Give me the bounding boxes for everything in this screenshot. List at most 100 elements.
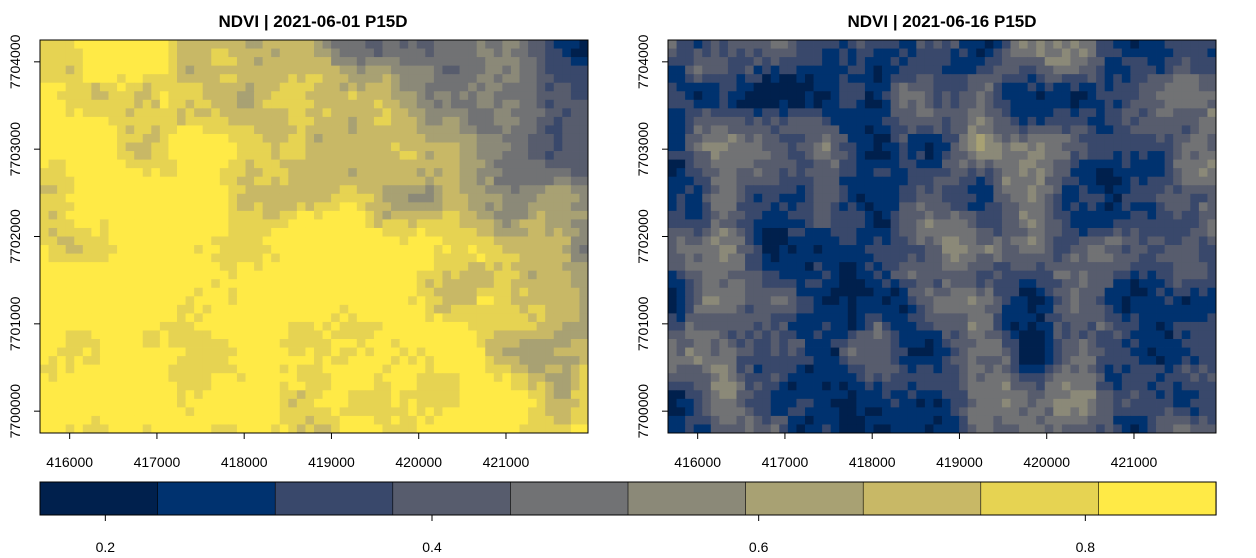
raster-cell [942, 159, 951, 169]
raster-cell [177, 296, 186, 306]
raster-cell [468, 125, 478, 135]
raster-cell [476, 125, 486, 135]
raster-cell [1019, 91, 1029, 101]
raster-cell [1070, 57, 1080, 67]
raster-cell [339, 364, 349, 374]
raster-cell [279, 202, 289, 212]
raster-cell [907, 168, 917, 178]
raster-cell [1164, 57, 1174, 67]
raster-cell [736, 142, 746, 152]
raster-cell [433, 202, 443, 212]
raster-cell [847, 91, 857, 101]
raster-cell [916, 133, 926, 143]
raster-cell [99, 108, 109, 118]
raster-cell [519, 424, 529, 434]
raster-cell [924, 210, 934, 220]
raster-cell [736, 65, 746, 75]
raster-cell [425, 321, 435, 331]
raster-cell [779, 159, 789, 169]
raster-cell [847, 176, 857, 186]
raster-cell [185, 373, 195, 383]
raster-cell [177, 142, 186, 152]
raster-cell [168, 339, 178, 348]
raster-cell [890, 296, 900, 306]
raster-cell [65, 219, 75, 229]
raster-cell [305, 108, 315, 118]
raster-cell [236, 236, 246, 246]
raster-cell [151, 125, 161, 135]
raster-cell [442, 313, 452, 323]
raster-cell [442, 373, 452, 383]
raster-cell [254, 424, 264, 434]
raster-cell [1207, 245, 1217, 254]
raster-cell [65, 108, 75, 118]
raster-cell [899, 125, 909, 135]
raster-cell [373, 339, 383, 348]
raster-cell [864, 176, 874, 186]
raster-cell [1198, 91, 1208, 101]
raster-cell [356, 407, 366, 417]
raster-cell [1036, 262, 1046, 272]
raster-cell [168, 262, 178, 272]
raster-cell [1096, 193, 1106, 203]
raster-cell [830, 219, 840, 229]
raster-cell [194, 74, 204, 84]
raster-cell [356, 193, 366, 203]
raster-cell [1181, 210, 1191, 220]
raster-cell [1130, 99, 1140, 109]
raster-cell [262, 125, 272, 135]
raster-cell [442, 210, 452, 220]
raster-cell [468, 227, 478, 237]
raster-cell [339, 330, 349, 340]
raster-cell [528, 424, 538, 434]
raster-cell [168, 313, 178, 323]
raster-cell [168, 159, 178, 169]
raster-cell [916, 99, 926, 109]
raster-cell [82, 176, 92, 186]
raster-cell [99, 347, 109, 357]
raster-cell [1113, 48, 1123, 58]
raster-cell [202, 159, 212, 169]
raster-cell [125, 210, 135, 220]
raster-cell [813, 270, 823, 280]
raster-cell [916, 168, 926, 178]
raster-cell [779, 82, 789, 92]
raster-cell [950, 99, 960, 109]
raster-cell [117, 202, 127, 212]
raster-cell [74, 185, 84, 195]
raster-cell [882, 245, 892, 254]
raster-cell [924, 227, 934, 237]
raster-cell [676, 262, 686, 272]
raster-cell [1053, 151, 1063, 161]
raster-cell [236, 296, 246, 306]
raster-cell [365, 253, 375, 263]
raster-cell [168, 415, 178, 425]
raster-cell [228, 202, 238, 212]
raster-cell [562, 390, 572, 400]
raster-cell [168, 390, 178, 400]
raster-cell [1147, 125, 1157, 135]
raster-cell [693, 253, 703, 263]
raster-cell [288, 364, 298, 374]
raster-cell [339, 415, 349, 425]
raster-cell [373, 57, 383, 67]
raster-cell [796, 151, 806, 161]
raster-cell [545, 330, 555, 340]
raster-cell [1010, 57, 1020, 67]
raster-cell [314, 227, 323, 237]
raster-cell [134, 142, 144, 152]
raster-cell [125, 65, 135, 75]
raster-cell [553, 125, 563, 135]
raster-cell [1061, 296, 1071, 306]
raster-cell [570, 202, 580, 212]
raster-cell [1198, 287, 1208, 297]
raster-cell [99, 236, 109, 246]
raster-cell [847, 304, 857, 314]
raster-cell [536, 74, 546, 84]
raster-cell [1147, 108, 1157, 118]
raster-cell [1113, 270, 1123, 280]
raster-cell [899, 202, 909, 212]
raster-cell [770, 142, 780, 152]
raster-cell [425, 245, 435, 254]
raster-cell [553, 176, 563, 186]
